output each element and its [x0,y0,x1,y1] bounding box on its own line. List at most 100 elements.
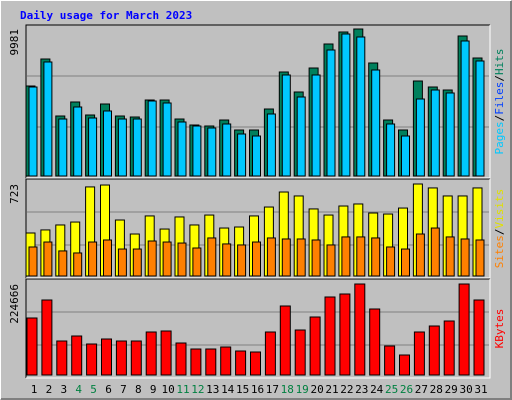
x-tick-label: 14 [221,383,235,396]
bar [354,283,366,376]
bar [28,246,38,277]
x-tick-label: 12 [191,383,204,396]
plot-bevel-light [26,179,491,279]
x-tick-label: 19 [296,383,309,396]
y-tick-label: 723 [8,184,21,204]
x-tick-label: 10 [161,383,174,396]
bar [145,331,157,376]
bar [264,331,276,376]
x-tick-label: 20 [310,383,323,396]
bar [235,350,247,376]
bar [281,74,291,177]
bar [117,248,127,277]
bar [250,351,261,376]
x-tick-label: 22 [340,383,353,396]
x-tick-label: 9 [150,383,157,396]
bar [58,250,68,277]
bar [88,241,98,277]
bar [86,343,98,376]
legend-entry: Pages [493,121,506,154]
bar [341,236,351,277]
bar [309,316,321,376]
bar [132,118,142,177]
x-tick-label: 24 [370,383,384,396]
x-tick-label: 23 [355,383,368,396]
bar [384,345,396,376]
bar [162,102,172,177]
x-tick-label: 13 [206,383,219,396]
bar [475,239,485,277]
bar [71,335,83,376]
bar [296,238,306,277]
legend-entry: Sites [493,235,506,268]
bar [473,299,485,376]
bar [222,123,232,177]
bar [132,248,142,277]
bar [266,237,276,277]
plot-bevel-dark [25,278,490,378]
bar [371,69,381,177]
x-tick-label: 29 [445,383,458,396]
bar [28,86,38,177]
x-tick-label: 30 [459,383,472,396]
bar [326,49,336,177]
bar [103,110,112,177]
bar [73,252,83,277]
legend-entry: KBytes [493,309,506,349]
bar [415,233,425,277]
bar [294,329,306,376]
bar [43,61,53,177]
x-tick-label: 25 [385,383,398,396]
bar [386,246,396,277]
x-tick-label: 11 [176,383,189,396]
bar [101,338,112,376]
legend-entry: Visits [493,189,506,229]
bar [207,127,217,177]
x-tick-label: 28 [430,383,443,396]
bar [326,244,336,277]
bar [192,247,202,277]
legend: KBytes [493,309,506,349]
bar [58,118,68,177]
bar [386,123,396,177]
x-tick-label: 26 [400,383,413,396]
bar [443,320,455,376]
bar [207,237,217,277]
x-tick-label: 31 [474,383,487,396]
x-tick-label: 1 [31,383,38,396]
bar [279,305,291,376]
bar [115,340,127,376]
bar [401,248,410,277]
x-tick-label: 7 [120,383,127,396]
bar [266,113,276,177]
bar [162,241,172,277]
legend: Sites/Visits [493,189,506,269]
bar [311,239,321,277]
bar [324,296,336,376]
bar [237,133,247,177]
bar [130,340,142,376]
bar [41,299,53,376]
legend: Pages/Files/Hits [493,49,506,155]
bar [413,331,425,376]
bar [117,118,127,177]
x-tick-label: 3 [60,383,67,396]
bar [56,340,68,376]
x-tick-label: 5 [90,383,97,396]
bar [296,96,306,177]
bar [475,60,485,177]
bar [371,237,381,277]
bar [147,240,157,277]
bar [220,346,232,376]
bar [26,317,38,376]
bar [339,293,351,376]
bar [401,135,410,177]
bar [430,89,440,177]
bar [428,325,440,376]
bar [252,241,261,277]
bar [356,236,366,277]
x-tick-label: 21 [325,383,338,396]
bar [460,238,470,277]
plot-bevel-light [26,279,491,379]
